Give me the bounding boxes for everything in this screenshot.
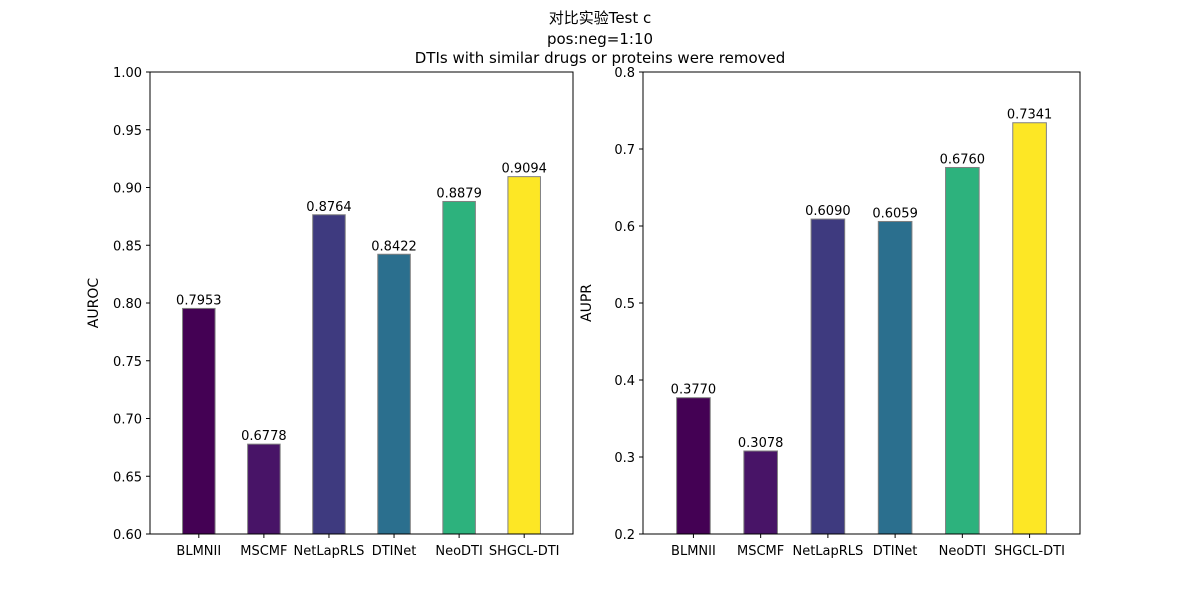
y-tick-label: 0.7 — [614, 143, 635, 158]
bar-mscmf — [743, 450, 778, 535]
value-label-mscmf: 0.3078 — [738, 436, 784, 451]
value-label-mscmf: 0.6778 — [241, 429, 287, 444]
y-tick-label: 0.6 — [614, 220, 635, 235]
bar-netlaprls — [312, 214, 346, 535]
y-tick-label: 0.60 — [113, 528, 142, 543]
y-tick-label: 0.3 — [614, 451, 635, 466]
bar-dtinet — [377, 253, 411, 535]
y-axis-label: AUPR — [579, 284, 595, 322]
y-axis-label: AUROC — [86, 278, 102, 329]
value-label-blmnii: 0.7953 — [176, 293, 222, 308]
x-tick-label-netlaprls: NetLapRLS — [294, 544, 365, 559]
x-tick-label-blmnii: BLMNII — [671, 544, 716, 559]
y-tick-label: 0.80 — [113, 297, 142, 312]
plot-frame — [642, 71, 1081, 535]
x-tick-label-neodti: NeoDTI — [939, 544, 986, 559]
value-label-neodti: 0.8879 — [436, 186, 482, 201]
figure-title-line-1: 对比实验Test c — [548, 9, 652, 27]
bar-shgcl-dti — [507, 176, 541, 535]
bar-blmnii — [676, 397, 711, 535]
value-label-netlaprls: 0.6090 — [805, 204, 851, 219]
chart-aupr: 0.3770 BLMNII 0.3078 MSCMF 0.6090 NetLapRLS 0.… — [579, 66, 1081, 559]
y-tick-label: 0.90 — [113, 182, 142, 197]
bar-blmnii — [182, 307, 216, 535]
figure-title-line-3: DTIs with similar drugs or proteins were… — [414, 49, 786, 67]
y-tick-label: 0.8 — [614, 66, 635, 81]
y-tick-label: 0.4 — [614, 374, 635, 389]
bar-dtinet — [877, 220, 913, 535]
y-tick-label: 1.00 — [113, 66, 142, 81]
y-tick-label: 0.5 — [614, 297, 635, 312]
bar-shgcl-dti — [1012, 122, 1047, 535]
value-label-blmnii: 0.3770 — [671, 383, 717, 398]
chart-auroc: 0.7953 BLMNII 0.6778 MSCMF 0.8764 NetLapRLS 0.… — [86, 66, 574, 559]
bar-neodti — [442, 200, 476, 535]
value-label-netlaprls: 0.8764 — [306, 200, 352, 215]
x-tick-label-mscmf: MSCMF — [240, 544, 287, 559]
bar-mscmf — [247, 443, 281, 535]
y-tick-label: 0.75 — [113, 355, 142, 370]
plot-frame — [149, 71, 574, 535]
x-tick-label-blmnii: BLMNII — [176, 544, 221, 559]
value-label-dtinet: 0.8422 — [371, 239, 417, 254]
x-tick-label-shgcl-dti: SHGCL-DTI — [489, 544, 560, 559]
x-tick-label-netlaprls: NetLapRLS — [792, 544, 863, 559]
value-label-neodti: 0.6760 — [940, 152, 986, 167]
x-tick-label-neodti: NeoDTI — [435, 544, 482, 559]
y-tick-label: 0.70 — [113, 413, 142, 428]
y-tick-label: 0.2 — [614, 528, 635, 543]
value-label-shgcl-dti: 0.7341 — [1007, 108, 1053, 123]
y-tick-label: 0.85 — [113, 239, 142, 254]
x-tick-label-dtinet: DTINet — [372, 544, 417, 559]
y-tick-label: 0.95 — [113, 124, 142, 139]
value-label-dtinet: 0.6059 — [872, 206, 918, 221]
bar-netlaprls — [810, 218, 846, 535]
figure-title-line-2: pos:neg=1:10 — [546, 30, 654, 48]
x-tick-label-shgcl-dti: SHGCL-DTI — [994, 544, 1065, 559]
bar-neodti — [945, 166, 980, 535]
x-tick-label-mscmf: MSCMF — [737, 544, 784, 559]
value-label-shgcl-dti: 0.9094 — [501, 162, 547, 177]
x-tick-label-dtinet: DTINet — [873, 544, 918, 559]
y-tick-label: 0.65 — [113, 470, 142, 485]
